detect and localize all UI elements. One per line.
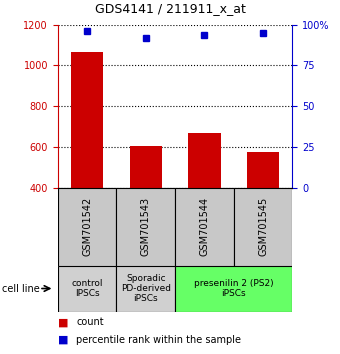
Text: count: count xyxy=(76,318,104,327)
Text: Sporadic
PD-derived
iPSCs: Sporadic PD-derived iPSCs xyxy=(121,274,171,303)
Bar xyxy=(234,188,292,266)
Bar xyxy=(58,188,116,266)
Text: percentile rank within the sample: percentile rank within the sample xyxy=(76,335,241,344)
Bar xyxy=(188,133,221,188)
Text: control
IPSCs: control IPSCs xyxy=(71,279,103,298)
Bar xyxy=(116,188,175,266)
Text: GSM701545: GSM701545 xyxy=(258,197,268,256)
Bar xyxy=(116,266,175,312)
Bar xyxy=(71,52,103,188)
Bar xyxy=(175,188,234,266)
Text: GSM701544: GSM701544 xyxy=(200,197,209,256)
Bar xyxy=(130,146,162,188)
Bar xyxy=(58,266,116,312)
Text: GSM701542: GSM701542 xyxy=(82,197,92,256)
Text: ■: ■ xyxy=(58,318,68,327)
Bar xyxy=(247,152,279,188)
Text: GDS4141 / 211911_x_at: GDS4141 / 211911_x_at xyxy=(95,2,245,15)
Text: GSM701543: GSM701543 xyxy=(141,197,151,256)
Text: cell line: cell line xyxy=(2,284,39,293)
Bar xyxy=(175,266,292,312)
Text: ■: ■ xyxy=(58,335,68,344)
Text: presenilin 2 (PS2)
iPSCs: presenilin 2 (PS2) iPSCs xyxy=(194,279,274,298)
